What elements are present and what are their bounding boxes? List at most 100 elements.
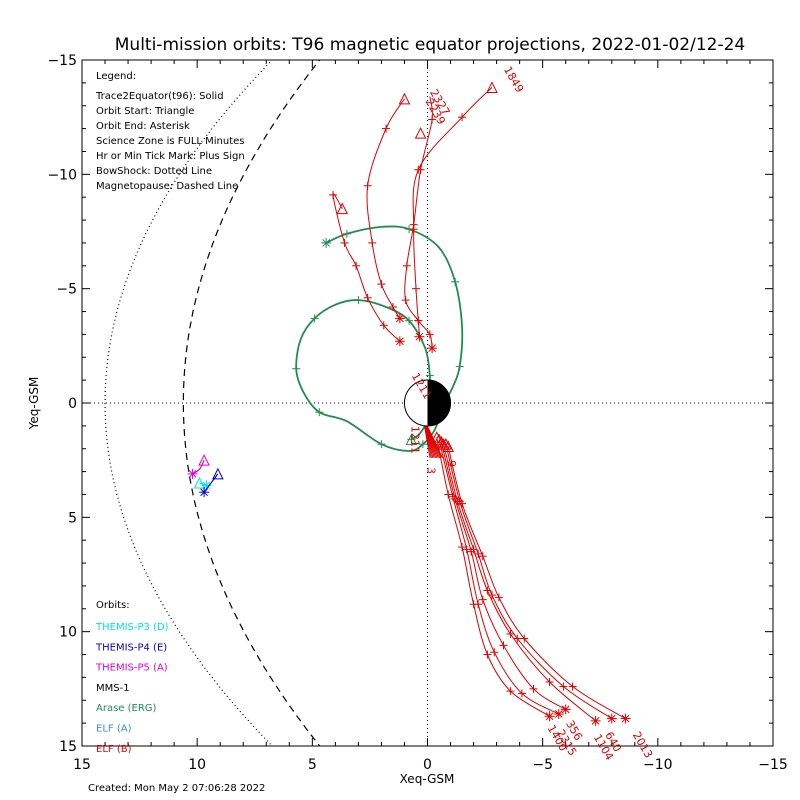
elf-b-tick-mark: [478, 552, 487, 561]
elf-b-track-label: 1849: [501, 64, 526, 95]
elf-b-tick-mark: [379, 321, 388, 330]
elf-b-tick-mark: [340, 238, 349, 247]
elf-b-end-marker-d2: [621, 714, 630, 723]
elf-b-end-marker: [553, 708, 564, 719]
orbit-legend-entry: THEMIS-P3 (D): [95, 622, 169, 633]
arase-erg-end-marker-d2: [322, 239, 331, 247]
boundary-layer: [104, 60, 321, 746]
elf-b-track-line: [443, 444, 596, 722]
arase-erg-start-marker: [405, 433, 418, 446]
elf-b-end-marker: [560, 704, 571, 715]
elf-b-tick-mark: [487, 591, 496, 600]
elf-b-end-marker: [590, 715, 601, 726]
y-tick-label: 10: [59, 625, 77, 641]
x-tick-label: 15: [73, 757, 91, 773]
orbit-legend-entry: MMS-1: [96, 683, 130, 694]
elf-b-tick-mark: [559, 682, 568, 691]
elf-b-tick-mark: [363, 293, 372, 302]
elf-b-end-marker: [606, 713, 617, 724]
themis-p3-d-start-marker: [193, 476, 206, 489]
orbit-legend-entry: THEMIS-P5 (A): [95, 663, 168, 674]
arase-erg-tick-mark: [310, 314, 319, 323]
orbits-title: Orbits:: [96, 600, 130, 611]
elf-b-track-line: [404, 96, 433, 349]
elf-b-tick-mark: [444, 490, 453, 499]
elf-b-track-line: [445, 444, 613, 720]
themis-p5-a-end-marker-d2: [188, 470, 197, 478]
elf-b-near-earth-label: 1211: [408, 426, 421, 454]
themis-p5-a-orbit-line: [192, 459, 205, 475]
y-tick-label: −5: [56, 282, 77, 298]
elf-b-tick-mark: [352, 261, 361, 270]
elf-b-end-marker-d2: [428, 344, 436, 352]
elf-b-track-label: 2013: [630, 730, 655, 761]
elf-b-track-line: [447, 446, 626, 720]
arase-erg-tick-mark: [418, 440, 427, 449]
arase-erg-tick-mark: [405, 316, 414, 325]
arase-erg-tick-mark: [451, 277, 460, 286]
elf-b-tick-mark: [517, 689, 526, 698]
y-axis-label: Yeq-GSM: [27, 377, 41, 431]
elf-b-near-earth-label: 3: [425, 467, 438, 474]
x-tick-label: −10: [643, 757, 673, 773]
elf-b-tick-mark: [368, 238, 377, 247]
elf-b-tick-mark: [377, 280, 386, 289]
x-tick-label: 5: [308, 757, 317, 773]
arase-erg-tick-mark: [342, 229, 351, 238]
legend-line: Science Zone is FULL Minutes: [96, 136, 245, 147]
y-tick-label: 0: [68, 396, 77, 412]
legend-line: Orbit Start: Triangle: [96, 106, 194, 117]
elf-b-tick-mark: [506, 687, 515, 696]
elf-b-tick-mark: [462, 545, 471, 554]
elf-b-start-marker: [486, 81, 498, 93]
elf-b-tick-mark: [363, 181, 372, 190]
orbit-legend-entry: Arase (ERG): [96, 703, 157, 714]
elf-b-start-marker: [430, 431, 443, 443]
themis-p4-e-start-marker: [212, 467, 224, 480]
elf-b-start-marker: [433, 433, 445, 446]
y-tick-label: −10: [47, 167, 77, 183]
orbit-legend-entry: ELF (B): [96, 744, 132, 755]
elf-b-tick-mark: [506, 629, 515, 638]
elf-b-track-line: [412, 87, 493, 337]
elf-b-end-marker-d2: [396, 337, 404, 346]
x-axis-label: Xeq-GSM: [400, 772, 455, 786]
chart-title: Multi-mission orbits: T96 magnetic equat…: [115, 35, 746, 55]
arase-erg-tick-mark: [377, 440, 386, 449]
x-tick-label: 10: [188, 757, 206, 773]
elf-b-end-marker: [620, 713, 631, 724]
elf-b-start-marker: [336, 202, 349, 215]
elf-b-tick-mark: [388, 302, 397, 311]
elf-b-tick-mark: [409, 225, 418, 234]
elf-b-end-marker-d2: [396, 314, 404, 323]
legend-line: Magnetopause: Dashed Line: [96, 181, 238, 192]
y-tick-label: 5: [68, 510, 77, 526]
elf-b-tick-mark: [458, 543, 467, 552]
elf-b-end-marker: [394, 313, 405, 324]
arase-erg-end-marker: [321, 237, 332, 248]
legend-line: Orbit End: Asterisk: [96, 121, 190, 132]
elf-b-tick-mark: [411, 284, 420, 293]
elf-b-end-marker: [544, 711, 555, 722]
elf-b-start-marker: [435, 435, 448, 448]
themis-p4-e-end-marker-d2: [200, 488, 208, 497]
elf-b-tick-mark: [474, 600, 483, 609]
elf-b-end-marker: [427, 343, 438, 354]
earth-night-side: [427, 379, 451, 427]
arase-erg-orbit-line: [295, 225, 464, 452]
orbit-legend-entry: ELF (A): [96, 724, 132, 735]
elf-b-end-marker-d2: [591, 716, 600, 725]
axes-layer: [81, 59, 774, 747]
elf-b-tick-mark: [402, 261, 411, 270]
elf-b-start-marker: [440, 438, 452, 450]
elf-b-end-marker-d2: [607, 714, 616, 723]
elf-b-tick-mark: [568, 682, 577, 691]
legend-line: Trace2Equator(t96): Solid: [95, 91, 224, 102]
elf-b-start-marker: [398, 92, 411, 105]
legend-title: Legend:: [96, 71, 136, 82]
elf-b-tick-mark: [474, 549, 483, 558]
elf-b-tick-mark: [478, 595, 487, 604]
created-timestamp: Created: Mon May 2 07:06:28 2022: [88, 783, 265, 794]
arase-erg-tick-mark: [455, 362, 464, 371]
elf-b-start-marker: [414, 127, 427, 139]
